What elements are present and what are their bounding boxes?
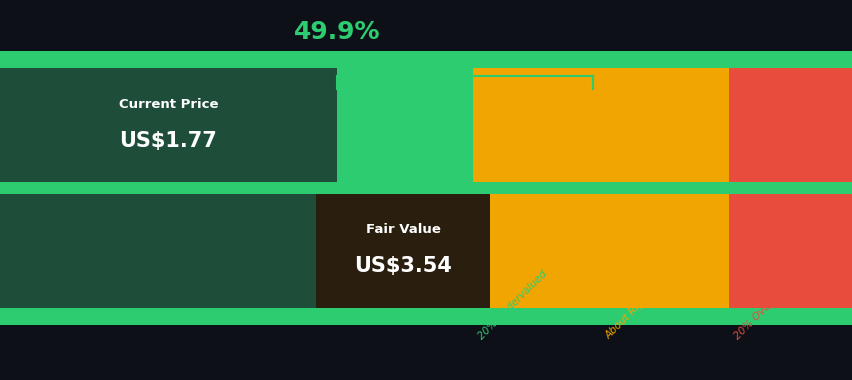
Bar bbox=[473, 68, 728, 182]
Text: US$1.77: US$1.77 bbox=[119, 131, 217, 150]
Bar bbox=[728, 68, 852, 182]
Bar bbox=[0, 194, 473, 308]
Text: Current Price: Current Price bbox=[118, 98, 218, 111]
Text: About Right: About Right bbox=[603, 291, 653, 342]
Text: 20% Overvalued: 20% Overvalued bbox=[731, 274, 799, 342]
Bar bbox=[315, 194, 490, 308]
Bar bbox=[0, 68, 473, 182]
Bar bbox=[0, 51, 852, 68]
Text: US$3.54: US$3.54 bbox=[354, 256, 452, 276]
Text: Undervalued: Undervalued bbox=[296, 52, 377, 65]
Bar bbox=[473, 194, 728, 308]
Text: 49.9%: 49.9% bbox=[293, 20, 380, 44]
Text: 20% Undervalued: 20% Undervalued bbox=[475, 269, 548, 342]
Text: Fair Value: Fair Value bbox=[366, 223, 440, 236]
Bar bbox=[0, 194, 473, 308]
Bar bbox=[728, 194, 852, 308]
Bar bbox=[0, 308, 852, 325]
Bar bbox=[0, 68, 337, 182]
Bar bbox=[0, 182, 852, 194]
